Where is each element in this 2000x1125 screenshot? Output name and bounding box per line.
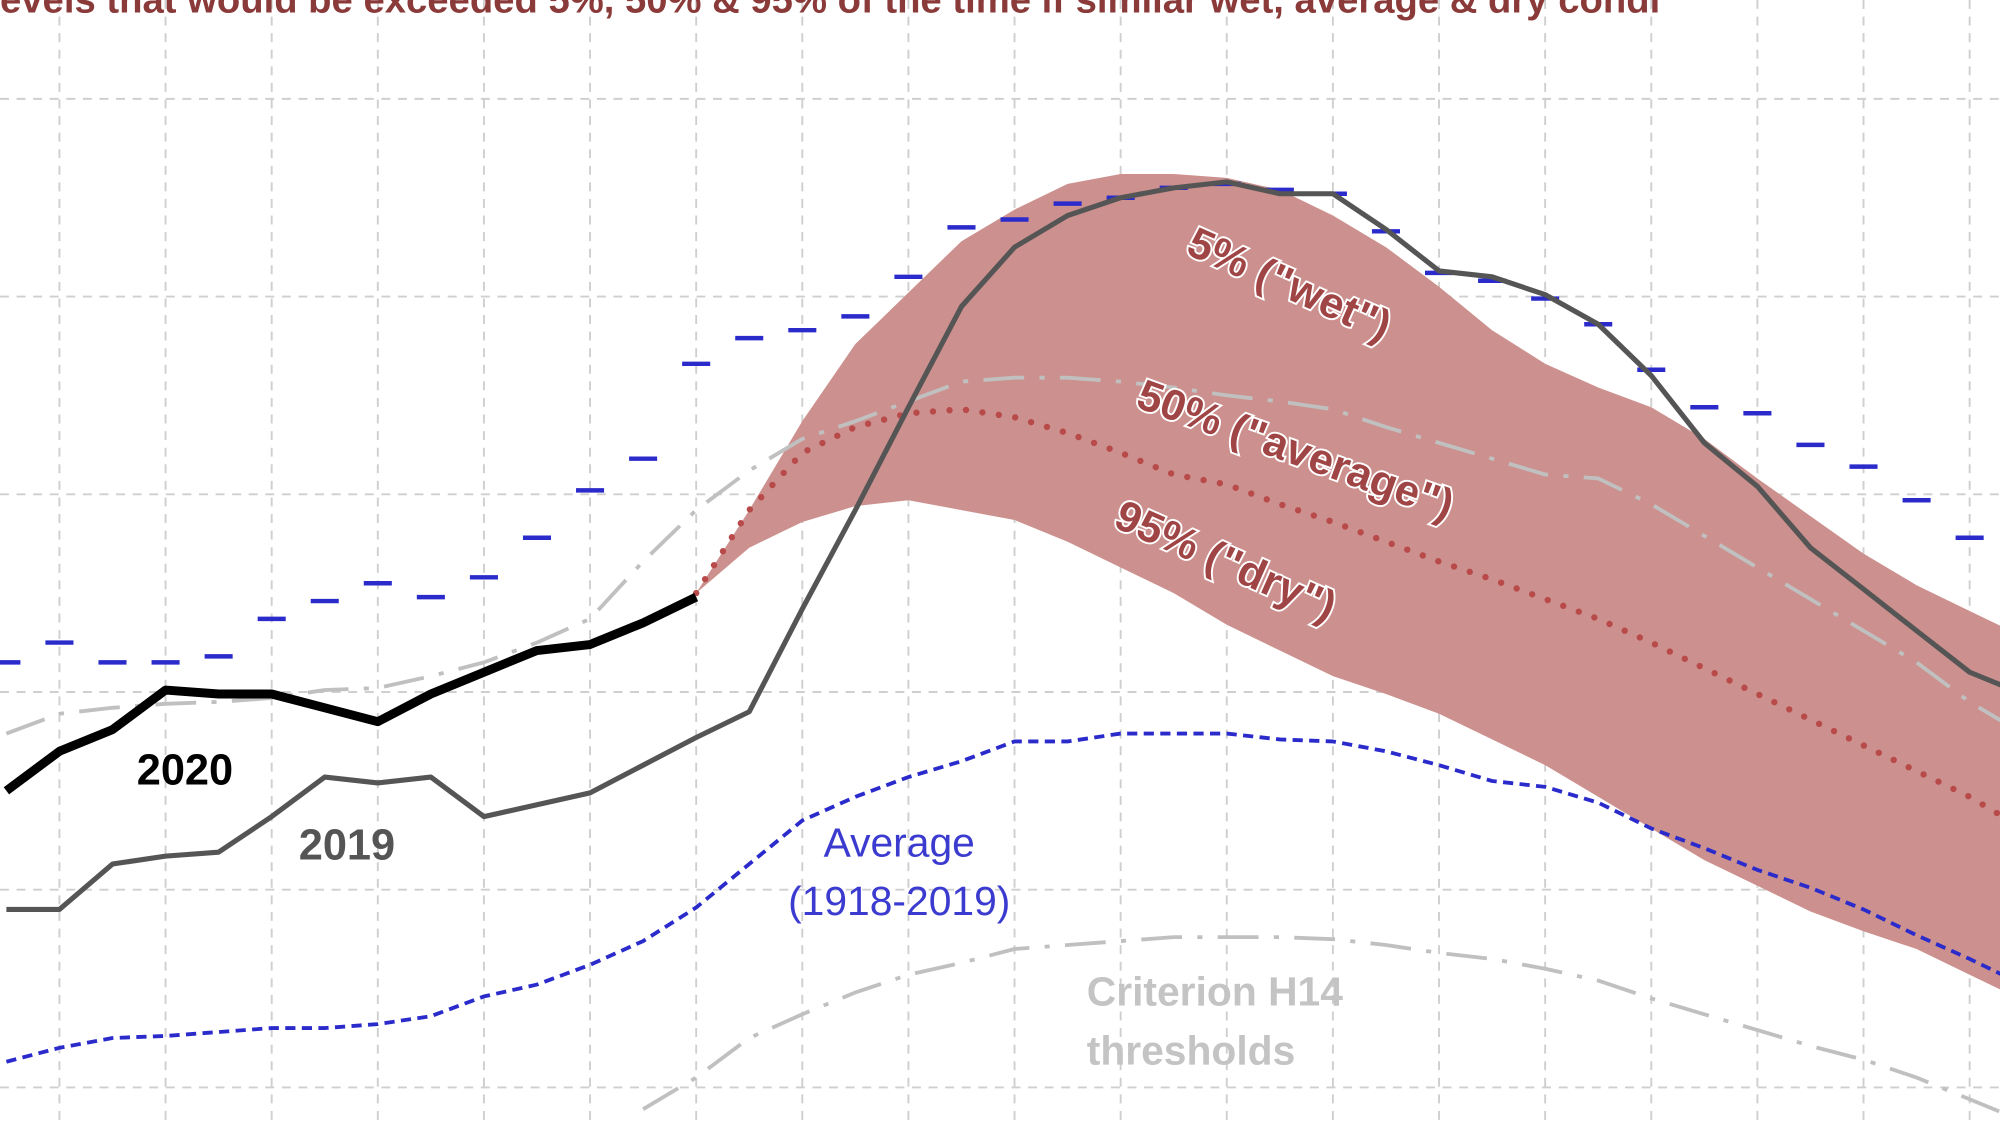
chart-title: evels that would be exceeded 5%, 50% & 9… xyxy=(0,0,1660,22)
series-line xyxy=(5,731,2000,1064)
annotation: (1918-2019) xyxy=(788,878,1010,924)
annotation: 2019 xyxy=(299,822,395,870)
annotation: thresholds xyxy=(1087,1027,1296,1073)
series-line xyxy=(6,179,2000,912)
series-line xyxy=(3,593,699,795)
annotation: Criterion H14 xyxy=(1087,969,1343,1015)
annotation: Average xyxy=(824,819,975,865)
annotation: 2020 xyxy=(137,746,233,794)
series-line xyxy=(5,375,2000,736)
series-line xyxy=(642,935,2000,1114)
series-line xyxy=(692,406,2000,819)
